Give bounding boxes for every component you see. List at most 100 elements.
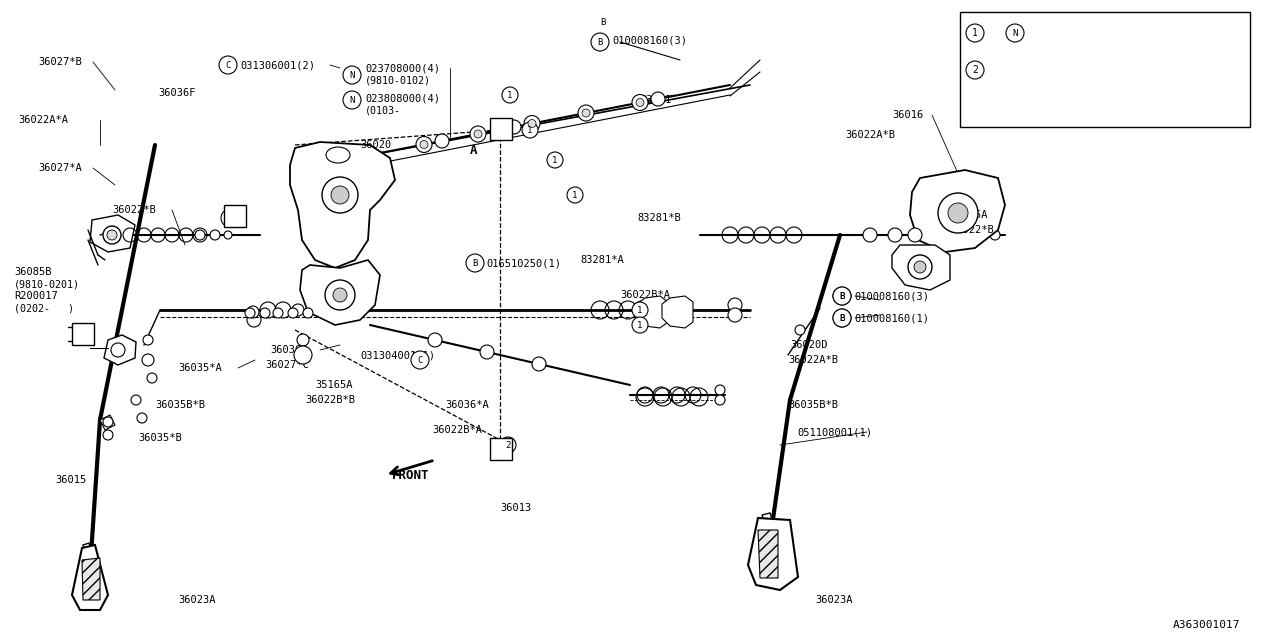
- Circle shape: [323, 177, 358, 213]
- Bar: [490, 118, 512, 140]
- Polygon shape: [300, 260, 380, 325]
- Circle shape: [579, 105, 594, 121]
- Circle shape: [522, 122, 538, 138]
- Text: 1: 1: [527, 125, 532, 134]
- Circle shape: [833, 287, 851, 305]
- Text: 36022B*B: 36022B*B: [305, 395, 355, 405]
- Text: B: B: [472, 259, 477, 268]
- Circle shape: [332, 186, 349, 204]
- Text: B: B: [600, 17, 605, 26]
- Circle shape: [108, 230, 116, 240]
- Circle shape: [529, 120, 536, 127]
- Polygon shape: [90, 215, 134, 252]
- Text: B: B: [840, 291, 845, 301]
- Circle shape: [343, 66, 361, 84]
- Text: B: B: [232, 209, 239, 223]
- Circle shape: [908, 255, 932, 279]
- Circle shape: [582, 109, 590, 117]
- Polygon shape: [892, 245, 950, 290]
- Text: 1: 1: [552, 156, 558, 164]
- Text: <0403-     >: <0403- >: [1130, 96, 1204, 106]
- Circle shape: [224, 231, 232, 239]
- Circle shape: [524, 115, 540, 131]
- Text: 031306001(2): 031306001(2): [241, 60, 315, 70]
- Text: 2: 2: [506, 440, 511, 449]
- Circle shape: [863, 228, 877, 242]
- Circle shape: [567, 187, 582, 203]
- Circle shape: [325, 280, 355, 310]
- Text: B: B: [840, 314, 845, 323]
- Circle shape: [137, 413, 147, 423]
- Text: B: B: [228, 214, 233, 223]
- Text: 36020: 36020: [360, 140, 392, 150]
- Circle shape: [260, 302, 276, 318]
- Circle shape: [343, 91, 361, 109]
- Polygon shape: [72, 545, 108, 610]
- Bar: [960, 12, 1251, 127]
- Circle shape: [716, 395, 724, 405]
- Text: 36027*A: 36027*A: [38, 163, 82, 173]
- Text: 1: 1: [572, 191, 577, 200]
- Polygon shape: [104, 335, 136, 365]
- Circle shape: [532, 357, 547, 371]
- Circle shape: [938, 193, 978, 233]
- Text: 36023A: 36023A: [815, 595, 852, 605]
- Text: R200018: R200018: [1048, 96, 1092, 106]
- Text: C: C: [225, 61, 230, 70]
- Circle shape: [420, 141, 428, 148]
- Circle shape: [244, 308, 255, 318]
- Text: 36023A: 36023A: [178, 595, 215, 605]
- Text: (0202-   ): (0202- ): [14, 303, 74, 313]
- Text: 36036D: 36036D: [270, 345, 307, 355]
- Bar: [224, 205, 246, 227]
- Text: B: B: [840, 291, 845, 301]
- Text: 36035*B: 36035*B: [138, 433, 182, 443]
- Circle shape: [502, 87, 518, 103]
- Text: 36085B: 36085B: [14, 267, 51, 277]
- Circle shape: [102, 417, 113, 427]
- Circle shape: [833, 309, 851, 327]
- Polygon shape: [758, 530, 778, 578]
- Text: 36085: 36085: [1048, 65, 1079, 75]
- Circle shape: [966, 24, 984, 42]
- Circle shape: [833, 287, 851, 305]
- Text: 36022*B: 36022*B: [950, 225, 993, 235]
- Text: 36020D: 36020D: [790, 340, 827, 350]
- Circle shape: [579, 106, 593, 120]
- Circle shape: [102, 226, 122, 244]
- Circle shape: [728, 298, 742, 312]
- Polygon shape: [637, 296, 668, 328]
- Circle shape: [292, 304, 305, 316]
- Text: 36036*A: 36036*A: [445, 400, 489, 410]
- Circle shape: [411, 351, 429, 369]
- Text: 36016: 36016: [892, 110, 923, 120]
- Circle shape: [1006, 24, 1024, 42]
- Circle shape: [247, 306, 259, 318]
- Text: 83281*A: 83281*A: [580, 255, 623, 265]
- Bar: [490, 438, 512, 460]
- Circle shape: [989, 230, 1000, 240]
- Text: N: N: [349, 70, 355, 79]
- Text: 83281*B: 83281*B: [637, 213, 681, 223]
- Circle shape: [142, 354, 154, 366]
- Circle shape: [948, 203, 968, 223]
- Circle shape: [632, 302, 648, 318]
- Circle shape: [547, 152, 563, 168]
- Ellipse shape: [326, 147, 349, 163]
- Circle shape: [219, 56, 237, 74]
- Text: 36022*B: 36022*B: [113, 205, 156, 215]
- Text: 36022A*A: 36022A*A: [18, 115, 68, 125]
- Circle shape: [833, 309, 851, 327]
- Text: B: B: [598, 38, 603, 47]
- Circle shape: [466, 254, 484, 272]
- Polygon shape: [100, 415, 115, 430]
- Circle shape: [195, 230, 205, 240]
- Circle shape: [435, 134, 449, 148]
- Text: N: N: [349, 95, 355, 104]
- Circle shape: [507, 120, 521, 134]
- Text: 1: 1: [637, 305, 643, 314]
- Text: (9810-0102): (9810-0102): [365, 75, 431, 85]
- Text: C: C: [417, 355, 422, 365]
- Circle shape: [908, 228, 922, 242]
- Text: 36035B*B: 36035B*B: [788, 400, 838, 410]
